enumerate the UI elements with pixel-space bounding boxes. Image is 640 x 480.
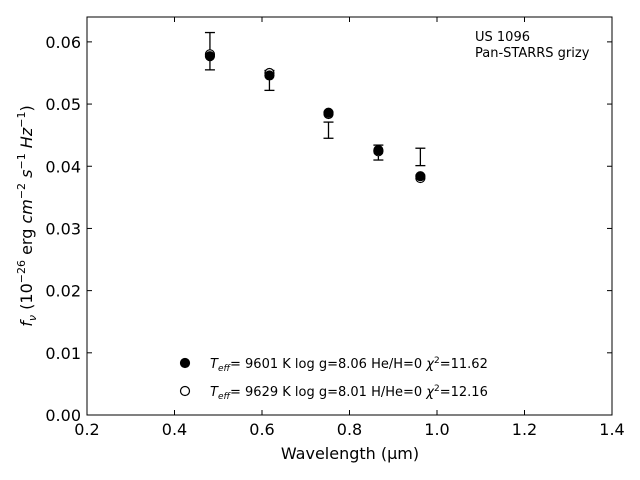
axis-ticks: 0.2 0.4 0.6 0.8 1.0 1.2 1.4 0.00 0.01 0.02 0.03 0.0… <box>45 17 625 439</box>
model-point-filled <box>415 171 426 182</box>
plot-frame <box>86 16 613 416</box>
y-tick-label: 0.02 <box>45 282 81 301</box>
y-tick-label: 0.04 <box>45 157 81 176</box>
observed-errorbars <box>204 31 426 167</box>
model-points <box>204 49 426 184</box>
model-point-filled <box>323 107 334 118</box>
x-tick-label: 1.4 <box>599 420 624 439</box>
model-point-filled <box>204 51 216 62</box>
legend: Teff= 9601 K log g=8.06 He/H=0 χ2=11.62 T… <box>179 356 488 402</box>
photometry-label: Pan-STARRS grizy <box>475 46 590 61</box>
y-tick-label: 0.06 <box>45 33 81 52</box>
legend-marker <box>179 385 191 397</box>
x-tick-label: 0.8 <box>337 420 362 439</box>
y-tick-label: 0.00 <box>45 406 81 425</box>
model-point-filled <box>373 144 384 156</box>
x-tick-label: 0.4 <box>162 420 187 439</box>
legend-entry: Teff= 9601 K log g=8.06 He/H=0 χ2=11.62 <box>210 356 488 374</box>
x-tick-label: 1.0 <box>424 420 449 439</box>
y-tick-label: 0.01 <box>45 344 81 363</box>
x-tick-label: 0.2 <box>74 420 99 439</box>
model-point-filled <box>264 70 275 81</box>
legend-entry: Teff= 9629 K log g=8.01 H/He=0 χ2=12.16 <box>210 384 488 402</box>
x-tick-label: 0.6 <box>249 420 274 439</box>
legend-marker <box>179 357 191 369</box>
y-tick-label: 0.03 <box>45 219 81 238</box>
y-tick-label: 0.05 <box>45 95 81 114</box>
object-label: US 1096 <box>475 30 530 45</box>
y-axis-label: fν (10−26 erg cm−2 s−1 Hz−1) <box>15 105 39 326</box>
x-tick-label: 1.2 <box>512 420 537 439</box>
x-axis-label: Wavelength (μm) <box>281 444 419 463</box>
